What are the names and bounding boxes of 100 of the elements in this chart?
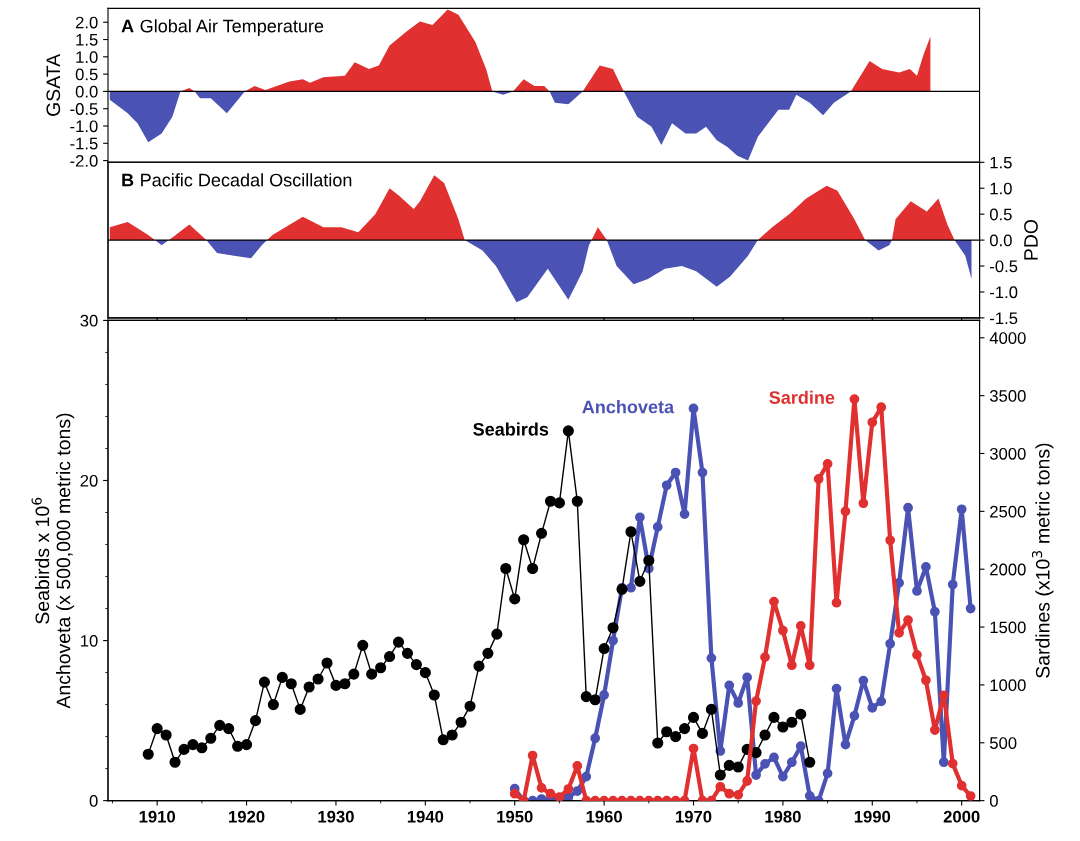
- series-label: Seabirds: [473, 422, 549, 436]
- point: [813, 474, 824, 484]
- point: [965, 603, 976, 614]
- point: [509, 788, 520, 799]
- point: [563, 784, 574, 794]
- point: [858, 498, 869, 509]
- point: [965, 791, 976, 801]
- y2-tick-label: 0: [989, 795, 998, 807]
- y2-tick-label: 3500: [989, 390, 1026, 402]
- y2-tick-label: 4000: [989, 332, 1026, 344]
- point: [947, 579, 958, 590]
- point: [742, 776, 753, 786]
- y-tick-label: 2.0: [75, 16, 98, 29]
- x-tick-label: 1960: [586, 810, 622, 823]
- y-tick-label: 1.0: [76, 51, 98, 64]
- y-tick-label: 20: [80, 474, 98, 487]
- point: [652, 522, 663, 532]
- point: [822, 768, 833, 779]
- x-tick-label: 1950: [497, 810, 533, 823]
- point: [572, 786, 583, 796]
- x-tick-label: 1920: [229, 810, 265, 823]
- point: [545, 788, 556, 799]
- x-tick-label: 1910: [139, 810, 176, 823]
- point: [697, 467, 708, 478]
- point: [751, 770, 761, 780]
- point: [804, 660, 815, 671]
- point: [831, 683, 842, 694]
- point: [876, 402, 887, 413]
- x-tick-label: 1990: [854, 810, 891, 823]
- y2-tick-label: 1500: [990, 621, 1026, 634]
- point: [572, 761, 583, 771]
- y-tick-label: 0.5: [75, 68, 98, 81]
- point: [626, 582, 636, 593]
- series-label: Anchoveta: [582, 400, 675, 414]
- y-tick-label: 0.0: [75, 85, 98, 98]
- point: [947, 758, 958, 769]
- y2-tick-label: 500: [989, 737, 1017, 749]
- point: [599, 690, 609, 700]
- x-tick-label: 1930: [318, 810, 354, 823]
- point: [849, 710, 860, 721]
- point: [715, 781, 726, 792]
- x-tick-label: 1970: [676, 810, 712, 823]
- point: [670, 467, 681, 478]
- y-axis-title: GSATA: [46, 53, 61, 116]
- point: [921, 675, 931, 686]
- y2-tick-label: 0.0: [989, 234, 1012, 247]
- point: [903, 615, 913, 625]
- point: [930, 606, 940, 617]
- point: [938, 690, 949, 701]
- point: [527, 750, 538, 761]
- point: [742, 672, 753, 683]
- point: [867, 702, 878, 713]
- point: [912, 649, 922, 660]
- point: [849, 394, 860, 404]
- y2-axis-title: PDO: [1024, 219, 1038, 260]
- point: [903, 502, 913, 513]
- point: [912, 586, 922, 596]
- point: [688, 403, 699, 414]
- y2-tick-label: 3000: [989, 447, 1026, 460]
- y2-tick-label: 1.5: [990, 156, 1012, 169]
- y-tick-label: -2.0: [70, 154, 98, 167]
- y-axis-title: Seabirds x 10$^{6}$ Anchoveta (x 500,000 metric tons): [31, 413, 75, 709]
- x-tick-label: 1940: [407, 810, 444, 823]
- y-tick-label: -1.0: [70, 120, 98, 133]
- point: [885, 535, 896, 546]
- text: A Global Air Temperature: [121, 19, 324, 37]
- y-tick-label: 30: [80, 314, 98, 327]
- point: [876, 696, 887, 707]
- point: [867, 417, 878, 428]
- x-tick-label: 1980: [765, 810, 801, 823]
- point: [894, 627, 904, 638]
- series-label: Sardine: [769, 390, 835, 404]
- point: [760, 652, 770, 663]
- point: [733, 698, 744, 708]
- y2-tick-label: 2500: [990, 505, 1026, 518]
- point: [786, 757, 797, 768]
- point: [795, 621, 806, 631]
- point: [885, 638, 896, 649]
- y-tick-label: -0.5: [70, 103, 98, 115]
- point: [581, 771, 592, 782]
- point: [769, 596, 779, 607]
- point: [706, 653, 717, 664]
- point: [608, 635, 618, 646]
- point: [795, 741, 806, 752]
- y2-tick-label: -0.5: [990, 260, 1018, 273]
- y-tick-label: 1.5: [76, 34, 98, 46]
- y2-tick-label: -1.0: [990, 286, 1018, 299]
- point: [840, 739, 851, 750]
- y-tick-label: -1.5: [70, 137, 98, 150]
- x-tick-label: 2000: [943, 810, 980, 823]
- point: [724, 788, 735, 799]
- point: [635, 512, 645, 523]
- point: [956, 504, 967, 515]
- point: [536, 783, 547, 793]
- point: [930, 725, 940, 735]
- point: [831, 597, 842, 608]
- y2-tick-label: 0.5: [989, 208, 1012, 221]
- chart-title: B Pacific Decadal Oscillation: [122, 173, 352, 187]
- point: [724, 680, 735, 691]
- point: [751, 696, 761, 706]
